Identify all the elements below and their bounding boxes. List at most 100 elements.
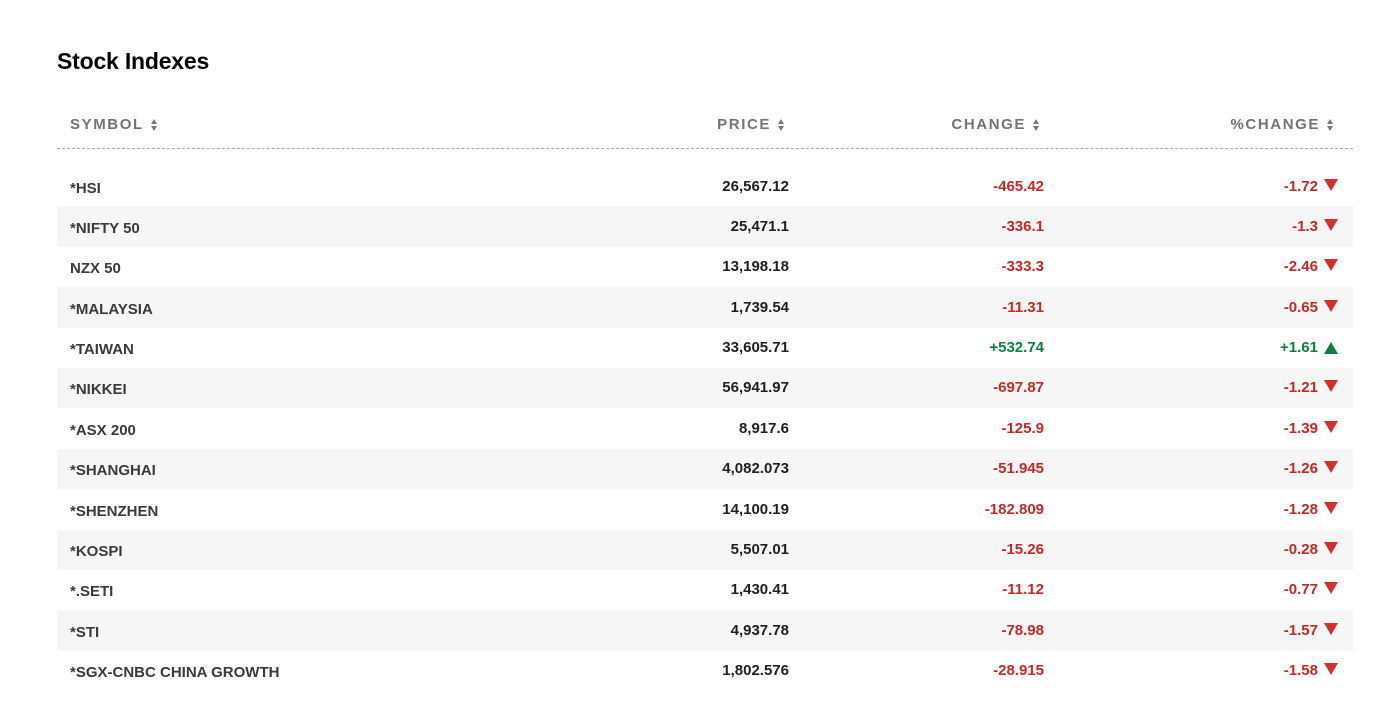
price-value: 8,917.6	[738, 419, 789, 437]
table-row: NZX 50 13,198.18 -333.3 -2.46	[57, 247, 1353, 287]
change-value: -465.42	[993, 177, 1044, 195]
pct-change-value: -1.58	[1283, 662, 1318, 680]
table-row: *MALAYSIA 1,739.54 -11.31 -0.65	[57, 287, 1353, 328]
column-header-pct-change: %CHANGE	[1230, 116, 1320, 133]
symbol-link[interactable]: *SGX-CNBC CHINA GROWTH	[70, 664, 280, 682]
table-row: *HSI 26,567.12 -465.42 -1.72	[57, 166, 1353, 206]
triangle-down-icon	[1324, 380, 1338, 393]
column-header-price: PRICE	[717, 116, 771, 133]
pct-change-cell: -1.57	[1284, 610, 1338, 650]
sort-arrows-icon	[1327, 119, 1333, 131]
change-value: -125.9	[1001, 419, 1044, 437]
symbol-link[interactable]: *SHANGHAI	[70, 462, 156, 480]
symbol-link[interactable]: *KOSPI	[70, 543, 123, 561]
symbol-link[interactable]: *MALAYSIA	[70, 300, 153, 318]
sort-arrows-icon	[778, 119, 784, 131]
triangle-down-icon	[1324, 582, 1338, 595]
table-row: *SHENZHEN 14,100.19 -182.809 -1.28	[57, 489, 1353, 529]
triangle-down-icon	[1324, 461, 1338, 474]
symbol-link[interactable]: *NIFTY 50	[70, 219, 140, 237]
symbol-link[interactable]: *STI	[70, 623, 100, 641]
pct-change-cell: -1.21	[1284, 368, 1338, 408]
change-value: -333.3	[1001, 258, 1044, 276]
symbol-link[interactable]: NZX 50	[70, 260, 121, 278]
pct-change-cell: +1.61	[1280, 328, 1338, 368]
price-value: 33,605.71	[722, 339, 789, 357]
pct-change-value: +1.61	[1280, 339, 1318, 357]
table-row: *NIFTY 50 25,471.1 -336.1 -1.3	[57, 206, 1353, 247]
pct-change-value: -0.28	[1283, 541, 1318, 559]
pct-change-cell: -1.39	[1284, 408, 1338, 448]
change-value: -697.87	[993, 379, 1044, 397]
pct-change-cell: -0.77	[1284, 570, 1338, 610]
price-value: 14,100.19	[722, 500, 789, 518]
table-row: *ASX 200 8,917.6 -125.9 -1.39	[57, 408, 1353, 448]
change-value: -28.915	[993, 662, 1044, 680]
table-row: *NIKKEI 56,941.97 -697.87 -1.21	[57, 367, 1353, 409]
pct-change-value: -1.28	[1283, 500, 1318, 518]
triangle-down-icon	[1324, 663, 1338, 676]
change-value: -336.1	[1001, 217, 1044, 235]
change-value: -11.12	[1002, 581, 1044, 599]
table-row: *KOSPI 5,507.01 -15.26 -0.28	[57, 529, 1353, 570]
pct-change-value: -1.26	[1283, 460, 1318, 478]
pct-change-cell: -0.28	[1284, 530, 1338, 570]
price-value: 5,507.01	[730, 541, 789, 559]
price-value: 56,941.97	[722, 379, 789, 397]
table-row: *SHANGHAI 4,082.073 -51.945 -1.26	[57, 448, 1353, 490]
change-value: -182.809	[984, 500, 1044, 518]
triangle-down-icon	[1324, 218, 1338, 231]
pct-change-cell: -1.3	[1292, 206, 1338, 246]
price-value: 1,739.54	[730, 298, 789, 316]
price-value: 1,802.576	[722, 662, 789, 680]
triangle-down-icon	[1324, 420, 1338, 433]
pct-change-cell: -1.26	[1284, 449, 1338, 489]
table-row: *TAIWAN 33,605.71 +532.74 +1.61	[57, 328, 1353, 368]
symbol-link[interactable]: *SHENZHEN	[70, 502, 159, 520]
pct-change-value: -1.72	[1283, 177, 1318, 195]
symbol-link[interactable]: *.SETI	[70, 583, 114, 601]
pct-change-value: -1.57	[1283, 621, 1318, 639]
sort-by-pct-change-button[interactable]: %CHANGE	[1230, 116, 1333, 134]
symbol-link[interactable]: *ASX 200	[70, 421, 136, 439]
price-value: 26,567.12	[722, 177, 789, 195]
page-title: Stock Indexes	[57, 48, 210, 74]
triangle-down-icon	[1324, 501, 1338, 514]
pct-change-cell: -0.65	[1284, 287, 1338, 327]
pct-change-value: -2.46	[1283, 258, 1318, 276]
pct-change-value: -0.65	[1283, 298, 1318, 316]
price-value: 1,430.41	[730, 581, 789, 599]
sort-by-change-button[interactable]: CHANGE	[951, 116, 1039, 134]
sort-by-symbol-button[interactable]: SYMBOL	[70, 116, 157, 134]
triangle-down-icon	[1324, 542, 1338, 555]
pct-change-cell: -1.28	[1284, 489, 1338, 529]
symbol-link[interactable]: *TAIWAN	[70, 341, 134, 359]
pct-change-cell: -1.58	[1284, 651, 1338, 691]
table-row: *STI 4,937.78 -78.98 -1.57	[57, 610, 1353, 651]
table-row: *.SETI 1,430.41 -11.12 -0.77	[57, 570, 1353, 610]
column-header-symbol: SYMBOL	[70, 116, 144, 133]
price-value: 4,937.78	[730, 621, 789, 639]
change-value: +532.74	[989, 339, 1044, 357]
price-value: 25,471.1	[730, 217, 789, 235]
pct-change-cell: -2.46	[1284, 247, 1338, 287]
price-value: 13,198.18	[722, 258, 789, 276]
change-value: -11.31	[1002, 298, 1044, 316]
triangle-down-icon	[1324, 622, 1338, 635]
column-header-change: CHANGE	[951, 116, 1026, 133]
sort-arrows-icon	[150, 119, 157, 131]
triangle-up-icon	[1324, 341, 1338, 354]
pct-change-value: -1.3	[1292, 217, 1318, 235]
pct-change-value: -1.39	[1283, 419, 1318, 437]
pct-change-value: -0.77	[1283, 581, 1318, 599]
pct-change-cell: -1.72	[1284, 166, 1338, 206]
sort-by-price-button[interactable]: PRICE	[717, 116, 784, 134]
symbol-link[interactable]: *NIKKEI	[70, 381, 127, 399]
triangle-down-icon	[1324, 178, 1338, 191]
table-body: *HSI 26,567.12 -465.42 -1.72 *NIFTY 50 25,471…	[57, 166, 1353, 691]
change-value: -78.98	[1001, 621, 1044, 639]
change-value: -15.26	[1001, 541, 1044, 559]
change-value: -51.945	[993, 460, 1044, 478]
sort-arrows-icon	[1033, 119, 1039, 131]
symbol-link[interactable]: *HSI	[70, 179, 101, 197]
